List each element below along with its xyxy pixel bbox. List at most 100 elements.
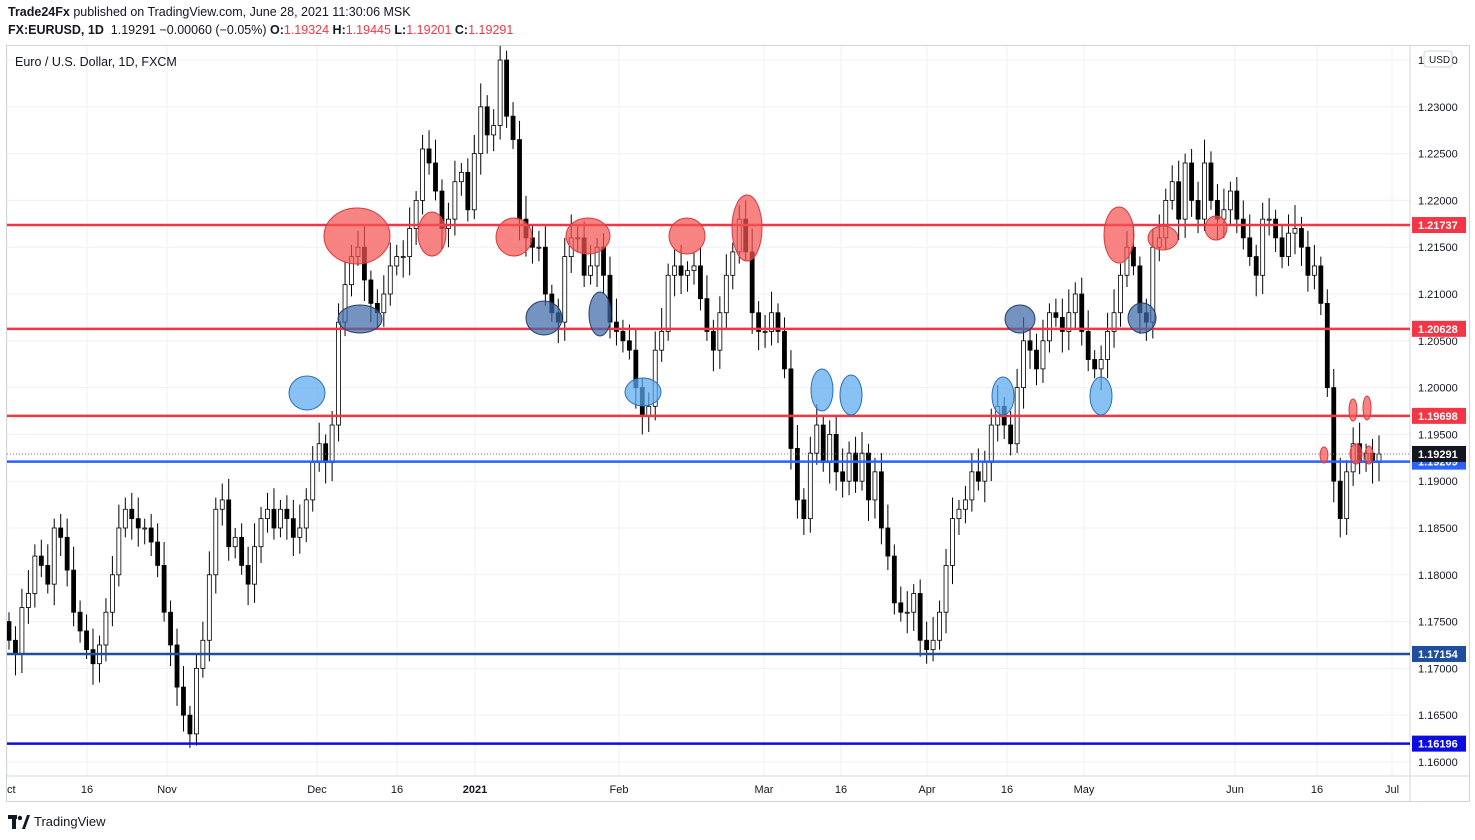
candle (1337, 457, 1343, 538)
candle (122, 497, 128, 538)
price-tick-label: 1.17500 (1418, 617, 1458, 629)
publisher-name[interactable]: Trade24Fx (8, 5, 70, 19)
level-price-badge: 1.19698 (1412, 407, 1466, 424)
candle-body-up (562, 256, 568, 323)
candle (1266, 198, 1272, 236)
time-tick-label: Nov (157, 784, 177, 796)
candle-body-down (1189, 162, 1194, 201)
time-tick-label: 16 (1001, 784, 1013, 796)
time-tick-label: Feb (610, 784, 629, 796)
candle (413, 191, 419, 245)
candle-body-down (1273, 218, 1279, 239)
high-label: H: (332, 23, 346, 37)
candle-body-up (206, 574, 212, 641)
candle (504, 50, 509, 128)
candle-body-up (665, 274, 671, 332)
candle-body-down (1176, 181, 1182, 220)
candle (1253, 244, 1259, 297)
price-tick-label: 1.21000 (1418, 289, 1458, 301)
candle-body-up (252, 546, 257, 585)
candle (956, 499, 962, 536)
candle-body-down (187, 714, 193, 735)
candle-body-down (1092, 359, 1098, 370)
candle (840, 448, 846, 498)
candle (691, 251, 697, 285)
candle-body-up (32, 555, 38, 594)
candle (239, 523, 245, 575)
candle-body-down (1337, 480, 1343, 520)
candle-body-up (142, 527, 148, 530)
candle-body-up (458, 171, 464, 183)
candle-body-down (782, 331, 787, 370)
candle-body-down (161, 565, 167, 613)
candle (103, 598, 109, 662)
candle-body-up (814, 424, 820, 454)
candle (1014, 368, 1020, 454)
resistance-ellipse (565, 217, 611, 255)
candle-body-up (452, 181, 458, 220)
footer-brand[interactable]: TradingView (8, 814, 106, 829)
candle-body-up (1292, 228, 1298, 234)
candle (278, 499, 283, 538)
candle (911, 584, 917, 631)
candle-body-up (904, 611, 910, 614)
candle (1040, 319, 1046, 383)
support-ellipse (839, 374, 863, 416)
level-price-badge: 1.20628 (1412, 320, 1466, 337)
candle-body-up (1260, 218, 1266, 276)
time-tick-label: Mar (755, 784, 774, 796)
price-tick-label: 1.18000 (1418, 570, 1458, 582)
currency-button[interactable]: USD (1423, 50, 1453, 68)
candle-body-down (1085, 331, 1091, 360)
candle (226, 478, 232, 561)
level-badge-label: 1.17154 (1418, 649, 1459, 661)
candle (303, 488, 309, 543)
candle-body-down (290, 518, 296, 538)
candle (245, 546, 251, 606)
candle-body-up (1040, 340, 1046, 370)
candle-body-down (64, 536, 70, 571)
candle-body-up (659, 331, 665, 351)
candle (323, 434, 329, 484)
candle (1169, 165, 1175, 210)
candle (1311, 244, 1317, 290)
candle-body-up (316, 443, 322, 463)
candle (252, 523, 257, 603)
candle (769, 291, 774, 346)
chart-pane[interactable]: 1.235001.230001.225001.220001.215001.210… (6, 45, 1470, 802)
candle (1247, 214, 1253, 266)
price-tick-label: 1.22000 (1418, 195, 1458, 207)
candle (90, 628, 96, 685)
candle-body-up (1021, 340, 1026, 389)
candle-body-up (1286, 232, 1291, 257)
candle-body-down (601, 246, 606, 276)
candle (788, 350, 794, 470)
candle-body-up (478, 106, 484, 155)
candle (19, 588, 25, 674)
resistance-ellipse (1349, 443, 1363, 465)
candle (614, 298, 619, 346)
candle-body-up (51, 527, 57, 585)
candle (872, 457, 878, 519)
candle-body-down (698, 265, 703, 300)
candle-body-down (1079, 293, 1085, 332)
candle-body-up (116, 527, 122, 576)
resistance-ellipse (1362, 395, 1372, 421)
price-chart[interactable]: 1.235001.230001.225001.220001.215001.210… (7, 46, 1469, 801)
candle-body-down (833, 433, 839, 473)
last-price-badge-bg (1412, 445, 1466, 462)
candle (659, 308, 665, 362)
horizontal-levels (7, 223, 1410, 745)
price-tick-label: 1.21500 (1418, 242, 1458, 254)
candle-body-down (1305, 246, 1311, 276)
time-tick-label: May (1074, 784, 1095, 796)
candle-body-up (1105, 331, 1110, 360)
candle (833, 415, 839, 491)
candle-body-up (723, 274, 729, 314)
candle-body-up (265, 508, 270, 520)
candle (1305, 230, 1311, 292)
candle-body-down (749, 251, 755, 314)
candle-body-down (542, 246, 548, 295)
candle (97, 635, 102, 683)
candle-body-up (769, 312, 774, 332)
